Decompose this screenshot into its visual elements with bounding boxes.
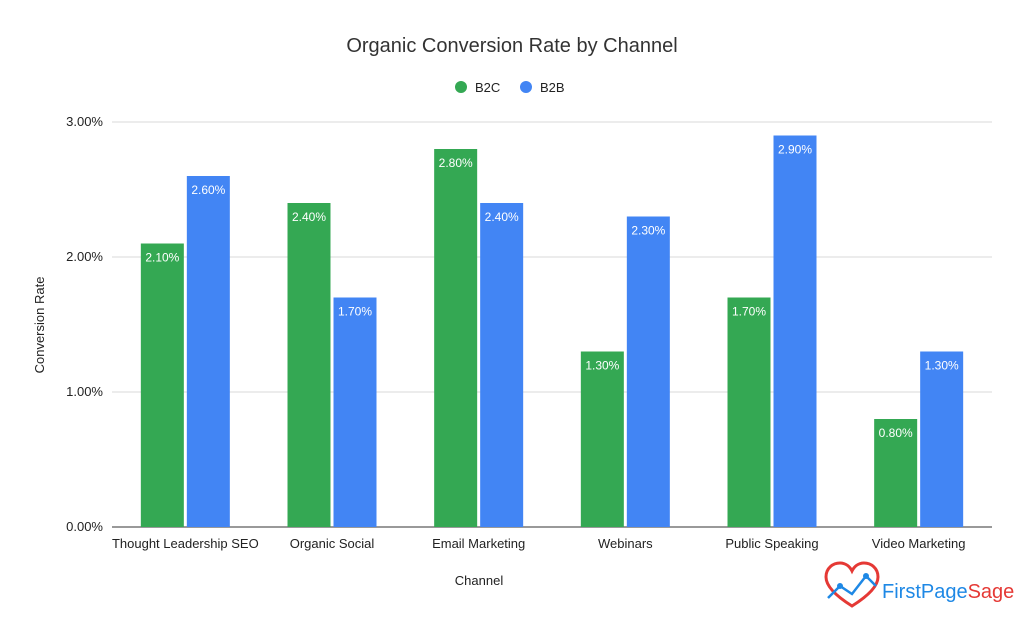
data-label-b2b: 2.90% [778,143,812,157]
bar-b2b [480,203,524,527]
data-label-b2b: 2.30% [631,224,665,238]
y-tick-label: 0.00% [66,519,103,534]
y-axis-ticks: 0.00% 1.00% 2.00% 3.00% [66,114,103,534]
legend-label-b2c: B2C [475,80,500,95]
bar-b2b [773,135,817,527]
y-tick-label: 2.00% [66,249,103,264]
x-tick-label: Thought Leadership SEO [112,536,259,551]
legend-swatch-b2b [520,81,532,93]
data-label-b2c: 2.10% [145,251,179,265]
bar-b2c [140,243,184,527]
brand-name: FirstPageSage [882,581,1014,603]
bar-b2b [333,297,377,527]
chart-title: Organic Conversion Rate by Channel [346,35,677,57]
data-label-b2b: 2.40% [485,210,519,224]
x-tick-label: Email Marketing [432,536,525,551]
x-tick-label: Video Marketing [872,536,966,551]
data-label-b2c: 2.80% [439,156,473,170]
bar-b2c [287,203,331,527]
bar-b2b [626,216,670,527]
data-label-b2c: 0.80% [879,426,913,440]
x-tick-label: Public Speaking [725,536,818,551]
data-label-b2c: 1.70% [732,305,766,319]
bar-b2c [727,297,771,527]
x-axis-ticks: Thought Leadership SEO Organic Social Emai… [112,536,966,551]
legend: B2C B2B [455,80,565,95]
data-label-b2b: 1.70% [338,305,372,319]
data-label-b2b: 2.60% [191,183,225,197]
x-axis-title: Channel [455,573,504,588]
bar-b2b [186,176,230,527]
bar-b2c [434,149,478,527]
data-label-b2c: 1.30% [585,359,619,373]
bar-b2c [580,351,624,527]
data-labels: 2.10% 2.60% 2.40% 1.70% 2.80% 2.40% 1.30% 2.30%… [145,143,959,441]
x-tick-label: Webinars [598,536,653,551]
data-label-b2b: 1.30% [925,359,959,373]
brand-heart-icon [824,561,880,608]
y-axis-title: Conversion Rate [32,277,47,374]
bar-b2c [874,419,918,527]
brand-logo: FirstPageSage [824,561,1014,608]
bars [140,135,964,527]
x-tick-label: Organic Social [290,536,375,551]
bar-b2b [920,351,964,527]
gridlines [112,121,992,528]
y-tick-label: 1.00% [66,384,103,399]
legend-swatch-b2c [455,81,467,93]
data-label-b2c: 2.40% [292,210,326,224]
legend-label-b2b: B2B [540,80,565,95]
y-tick-label: 3.00% [66,114,103,129]
